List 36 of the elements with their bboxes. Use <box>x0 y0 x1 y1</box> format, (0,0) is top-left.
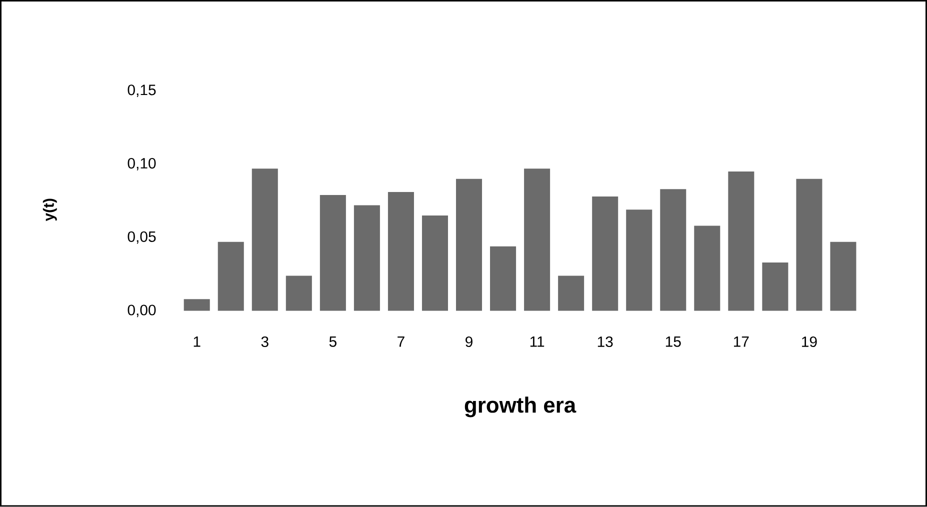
y-tick-label: 0,10 <box>128 158 156 170</box>
x-tick-label: 17 <box>734 336 749 347</box>
bar <box>320 195 346 312</box>
bar <box>762 262 788 312</box>
y-axis-title: y(t) <box>42 198 57 222</box>
x-tick-label: 5 <box>329 336 336 347</box>
x-tick-label: 7 <box>398 336 404 347</box>
bar <box>592 196 618 312</box>
y-tick-label: 0,15 <box>128 84 156 98</box>
bar <box>626 210 652 312</box>
x-tick-label: 19 <box>802 336 817 348</box>
y-tick-label: 0,00 <box>128 304 156 318</box>
bar <box>660 189 686 312</box>
bar <box>184 299 210 312</box>
x-axis-title: growth era <box>464 396 576 418</box>
bar <box>694 226 720 312</box>
x-tick-label: 9 <box>466 336 472 348</box>
x-tick-label: 11 <box>530 336 544 347</box>
bar <box>558 276 584 312</box>
bar <box>456 178 482 312</box>
y-tick-label: 0,05 <box>128 231 156 244</box>
bar <box>490 246 516 312</box>
x-tick-label: 13 <box>598 336 613 348</box>
x-tick-label: 3 <box>261 336 268 348</box>
bar <box>218 242 244 312</box>
bar <box>830 242 856 312</box>
bar <box>728 172 754 312</box>
bar <box>524 168 550 312</box>
bar <box>422 216 448 312</box>
bar <box>796 178 822 312</box>
bar <box>354 205 380 312</box>
bar <box>252 168 278 312</box>
x-tick-label: 1 <box>194 336 200 347</box>
bar <box>388 192 414 312</box>
bar <box>286 276 312 312</box>
x-tick-label: 15 <box>666 336 681 347</box>
